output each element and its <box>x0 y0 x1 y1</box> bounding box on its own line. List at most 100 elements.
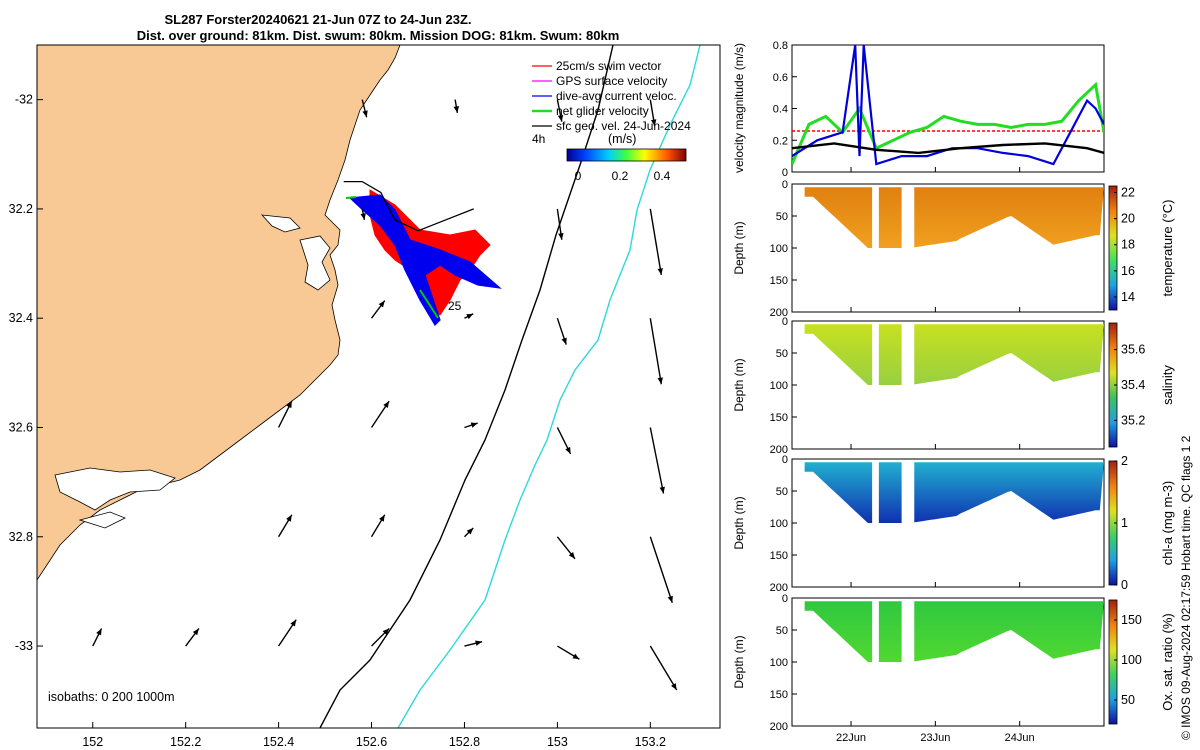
salinity-section-gap-1 <box>901 322 915 448</box>
sfc-vector-head-15 <box>659 486 665 494</box>
map-xtick-label-3: 152.6 <box>356 735 387 749</box>
footer-note: © IMOS 09-Aug-2024 02:17:59 Hobart time.… <box>1179 435 1193 740</box>
isobaths-label: isobaths: 0 200 1000m <box>48 690 174 704</box>
oxygen-section-ytick-label-2: 100 <box>770 657 788 669</box>
oxygen-section-ytick-label-0: 0 <box>782 593 788 605</box>
temperature-section-cbar-tick-label-0: 14 <box>1121 290 1135 304</box>
sfc-vector-head-25 <box>475 640 483 646</box>
chla-section: 0 50 100 150 200 Depth (m) 0 1 2 chl-a (mg m-3) <box>732 454 1175 594</box>
temperature-section-ytick-label-3: 150 <box>770 275 788 287</box>
map-xtick-label-4: 152.8 <box>449 735 480 749</box>
salinity-section-ytick-label-4: 200 <box>770 444 788 456</box>
salinity-section-cbar-tick-label-1: 35.4 <box>1121 378 1145 392</box>
velocity-ylabel: velocity magnitude (m/s) <box>732 43 746 173</box>
legend-sfc-label: sfc geo. vel. 24-Jun-2024 <box>556 119 691 133</box>
colorbar-unit: (m/s) <box>608 132 636 146</box>
chla-section-ylabel: Depth (m) <box>732 496 746 549</box>
temperature-section-ytick-label-2: 100 <box>770 243 788 255</box>
velocity-ytick-label-2: 0.4 <box>773 104 788 116</box>
salinity-section-ytick-label-3: 150 <box>770 412 788 424</box>
map-ytick-label-0: -32 <box>15 93 33 107</box>
oxygen-section-cbar-tick-label-1: 100 <box>1121 653 1142 667</box>
salinity-section-ytick-label-2: 100 <box>770 380 788 392</box>
sfc-vector-head-21 <box>96 628 102 636</box>
temperature-section-cbar-tick-label-4: 22 <box>1121 186 1135 200</box>
salinity-section: 0 50 100 150 200 Depth (m) 35.2 35.4 35.6 salinit… <box>732 316 1175 456</box>
oxygen-section-gap-0 <box>872 599 879 725</box>
sfc-vector-head-1 <box>453 106 459 113</box>
oxygen-section-ytick-label-1: 50 <box>776 625 788 637</box>
colorbar-tick-2: 0.4 <box>654 169 671 183</box>
temperature-section-ylabel: Depth (m) <box>732 221 746 274</box>
lake-4 <box>78 511 126 529</box>
map-xtick-label-5: 153 <box>547 735 568 749</box>
chla-section-cbar-label: chl-a (mg m-3) <box>1160 481 1175 566</box>
legend-swim-label: 25cm/s swim vector <box>556 59 661 73</box>
salinity-section-gap-0 <box>872 322 879 448</box>
sfc-vector-head-8 <box>466 313 474 320</box>
sfc-vector-head-20 <box>667 595 673 603</box>
map-legend: 25cm/s swim vector GPS surface velocity … <box>532 59 691 183</box>
oxygen-section-cbar-tick-label-2: 150 <box>1121 613 1142 627</box>
velocity-ytick-label-0: 0 <box>782 167 788 179</box>
sfc-vector-20 <box>649 536 673 603</box>
sfc-vector-head-12 <box>383 401 390 408</box>
velocity-ytick-label-1: 0.2 <box>773 135 788 147</box>
velocity-frame <box>791 44 1105 173</box>
velocity-ytick-label-4: 0.8 <box>773 40 788 52</box>
glider-track <box>343 180 474 232</box>
sfc-vector-head-19 <box>568 552 575 559</box>
oxygen-section-data <box>804 601 1104 662</box>
temperature-section-gap-1 <box>901 185 915 311</box>
sfc-vector-head-16 <box>286 514 292 522</box>
isobath-200 <box>319 45 614 728</box>
temperature-section-cbar-label: temperature (°C) <box>1160 200 1175 297</box>
chla-section-ytick-label-3: 150 <box>770 550 788 562</box>
time-label-2: 24Jun <box>1005 732 1035 744</box>
temperature-section-ytick-label-4: 200 <box>770 307 788 319</box>
map-xtick-label-2: 152.4 <box>263 735 294 749</box>
sfc-vector-head-14 <box>565 446 571 454</box>
isobath-1000 <box>397 45 701 728</box>
sfc-velocity-vectors <box>92 99 678 691</box>
sfc-vector-head-9 <box>561 337 567 345</box>
salinity-section-cbar-tick-label-2: 35.6 <box>1121 343 1145 357</box>
map-ytick-label-3: 32.6 <box>9 420 33 434</box>
sfc-vector-head-6 <box>657 268 663 275</box>
salinity-section-cbar-label: salinity <box>1160 365 1175 405</box>
chla-section-cbar-tick-label-1: 1 <box>1121 516 1128 530</box>
sfc-vector-27 <box>649 645 678 691</box>
current-vectors-blue <box>348 194 502 326</box>
map-ytick-label-4: 32.8 <box>9 530 33 544</box>
sfc-vector-head-23 <box>290 619 297 627</box>
sfc-vector-15 <box>649 427 665 494</box>
sfc-vector-head-2 <box>557 114 564 122</box>
oxygen-section: 0 50 100 150 200 Depth (m) 50 100 150 Ox. sat. ra… <box>732 593 1175 733</box>
map-panel: 25 isobaths: 0 200 1000m 25cm/s swim vec… <box>9 44 721 749</box>
oxygen-section-colorbar <box>1108 599 1118 725</box>
velocity-series-1 <box>792 81 1104 165</box>
sfc-vector-head-0 <box>362 110 368 118</box>
oxygen-section-ytick-label-3: 150 <box>770 689 788 701</box>
map-xtick-label-0: 152 <box>82 735 103 749</box>
oxygen-section-cbar-tick-label-0: 50 <box>1121 693 1135 707</box>
lake-3 <box>54 467 176 511</box>
title-line-1: SL287 Forster20240621 21-Jun 07Z to 24-J… <box>164 12 471 27</box>
map-frame <box>36 44 721 729</box>
sfc-vector-head-22 <box>192 628 199 636</box>
sfc-vector-6 <box>649 208 662 276</box>
lake-2 <box>260 214 301 233</box>
velocity-series-2 <box>792 45 1104 166</box>
sfc-vector-head-5 <box>558 232 564 240</box>
salinity-section-cbar-tick-label-0: 35.2 <box>1121 413 1145 427</box>
colorbar-tick-1: 0.2 <box>612 169 629 183</box>
sfc-vector-10 <box>649 318 662 385</box>
oxygen-section-ytick-label-4: 200 <box>770 721 788 733</box>
chla-section-cbar-tick-label-0: 0 <box>1121 578 1128 592</box>
time-axis: 22Jun 23Jun 24Jun <box>836 732 1035 744</box>
title-line-2: Dist. over ground: 81km. Dist. swum: 80k… <box>137 28 620 43</box>
chla-section-ytick-label-1: 50 <box>776 486 788 498</box>
velocity-series-3 <box>792 142 1104 155</box>
sfc-vector-head-17 <box>379 514 385 522</box>
